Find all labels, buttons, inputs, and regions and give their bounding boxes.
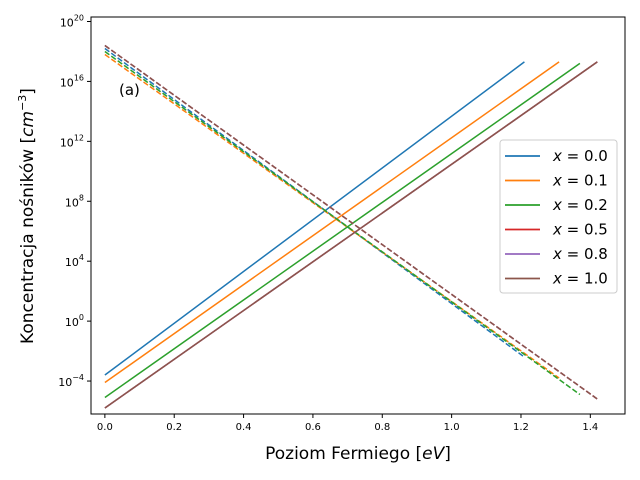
plot-area	[104, 44, 598, 409]
series-line-solid-0	[104, 61, 525, 376]
legend-entry-label: x = 0.2	[552, 196, 608, 214]
series-line-solid-5	[104, 61, 598, 409]
x-tick-label: 1.2	[513, 422, 529, 433]
x-tick-label: 0.8	[374, 422, 390, 433]
x-tick-label: 0.4	[236, 422, 252, 433]
legend-entry-label: x = 0.0	[552, 147, 608, 165]
annotation-label: (a)	[119, 81, 140, 99]
x-axis-ticks: 0.0 0.2 0.4 0.6 0.8 1.0 1.2 1.4	[97, 414, 598, 433]
y-tick-label: 108	[65, 193, 84, 209]
series-line-solid-1	[104, 61, 560, 384]
x-axis-label: Poziom Fermiego [eV]	[265, 444, 451, 464]
x-tick-label: 0.0	[97, 422, 113, 433]
x-tick-label: 0.2	[166, 422, 182, 433]
legend-entry-label: x = 0.8	[552, 245, 608, 263]
y-axis-label: Koncentracja nośników [cm−3]	[16, 88, 38, 344]
y-axis-ticks: 10−4 100 104 108 1012 1016 1020	[58, 13, 91, 389]
series-line-dashed-5	[104, 44, 598, 400]
legend-entry-label: x = 0.1	[552, 172, 608, 190]
y-tick-label: 1012	[60, 133, 84, 149]
legend: x = 0.0 x = 0.1 x = 0.2 x = 0.5 x = 0.8 x = 1…	[499, 139, 618, 294]
x-tick-label: 1.0	[444, 422, 460, 433]
series-line-solid-2	[104, 62, 581, 399]
plot-frame	[90, 16, 626, 415]
x-tick-label: 1.4	[582, 422, 598, 433]
legend-entry-label: x = 0.5	[552, 221, 608, 239]
legend-entry-label: x = 1.0	[552, 270, 608, 288]
legend-items: x = 0.0 x = 0.1 x = 0.2 x = 0.5 x = 0.8 x = 1…	[505, 147, 608, 288]
y-tick-label: 1020	[60, 13, 84, 29]
y-tick-label: 100	[65, 313, 84, 329]
series-line-dashed-2	[104, 50, 581, 396]
x-tick-label: 0.6	[305, 422, 321, 433]
y-tick-label: 10−4	[58, 373, 84, 389]
y-tick-label: 104	[65, 253, 84, 269]
y-tick-label: 1016	[60, 73, 84, 89]
